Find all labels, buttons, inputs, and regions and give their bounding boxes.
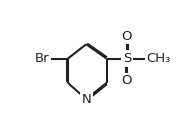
Text: Br: Br [35, 52, 50, 65]
Text: O: O [122, 30, 132, 43]
Text: O: O [122, 74, 132, 87]
Text: CH₃: CH₃ [146, 52, 170, 65]
Text: S: S [123, 52, 131, 65]
Text: N: N [81, 93, 91, 106]
